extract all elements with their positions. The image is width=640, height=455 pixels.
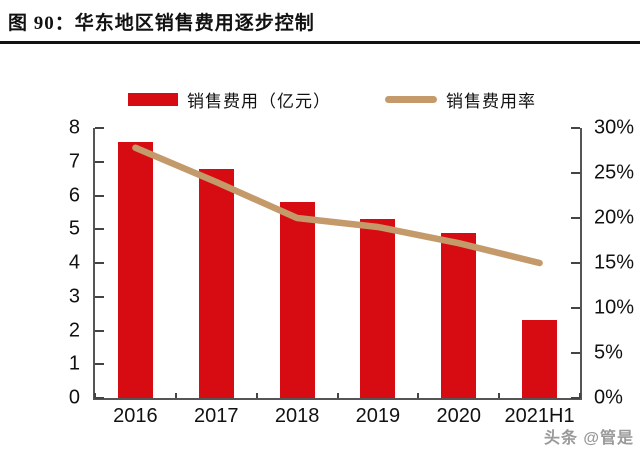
right-axis-label: 30% bbox=[594, 116, 635, 139]
x-axis-label: 2019 bbox=[355, 405, 401, 427]
right-axis-tick bbox=[571, 172, 580, 174]
x-axis-label: 2016 bbox=[113, 405, 158, 427]
right-axis-label: 10% bbox=[594, 296, 635, 319]
bottom-axis bbox=[93, 398, 582, 400]
left-axis-label: 4 bbox=[68, 251, 80, 274]
bar bbox=[279, 202, 315, 398]
left-axis-label: 0 bbox=[68, 386, 80, 409]
left-axis-label: 2 bbox=[68, 319, 80, 341]
left-axis-label: 5 bbox=[68, 217, 80, 240]
x-axis-tick bbox=[579, 393, 581, 398]
left-axis-tick bbox=[95, 397, 104, 399]
left-axis-label: 7 bbox=[68, 150, 80, 173]
x-axis-label: 2021H1 bbox=[504, 405, 575, 427]
left-axis-tick bbox=[95, 160, 104, 163]
left-axis-label: 6 bbox=[68, 184, 80, 206]
x-axis-label: 2020 bbox=[436, 405, 482, 427]
right-axis bbox=[580, 128, 582, 400]
right-axis-label: 25% bbox=[594, 161, 635, 184]
bar-legend-label: 销售费用（亿元） bbox=[187, 92, 331, 111]
right-axis-tick bbox=[571, 127, 580, 129]
bar-legend-swatch bbox=[128, 93, 178, 106]
x-axis-label: 2017 bbox=[194, 405, 239, 427]
left-axis-tick bbox=[95, 228, 104, 231]
left-axis bbox=[93, 128, 95, 400]
watermark: 头条 @管是 bbox=[543, 430, 634, 447]
title-divider bbox=[0, 41, 640, 44]
legend-item-line: 销售费用率 bbox=[385, 87, 536, 112]
left-axis-tick bbox=[95, 127, 104, 129]
right-axis-tick bbox=[571, 397, 580, 399]
line-legend-swatch bbox=[385, 96, 437, 103]
x-axis-tick bbox=[174, 393, 177, 398]
left-axis-tick bbox=[95, 194, 104, 197]
x-axis-tick bbox=[417, 393, 420, 398]
x-axis-tick bbox=[498, 393, 501, 398]
right-axis-tick bbox=[571, 217, 580, 219]
legend-item-bar: 销售费用（亿元） bbox=[128, 87, 331, 112]
bar bbox=[522, 320, 558, 398]
ratio-line bbox=[132, 144, 543, 267]
right-axis-label: 20% bbox=[594, 206, 635, 229]
right-axis-tick bbox=[571, 262, 580, 264]
right-axis-label: 15% bbox=[594, 251, 635, 274]
left-axis-label: 1 bbox=[68, 352, 80, 375]
left-axis-tick bbox=[95, 295, 104, 298]
x-axis-tick bbox=[336, 393, 339, 398]
bar bbox=[360, 219, 396, 398]
right-axis-tick bbox=[571, 352, 580, 354]
chart-title: 图 90：华东地区销售费用逐步控制 bbox=[8, 13, 315, 34]
bar bbox=[117, 141, 153, 398]
right-axis-tick bbox=[571, 307, 580, 309]
right-axis-label: 0% bbox=[594, 386, 623, 409]
bar bbox=[441, 232, 477, 398]
left-axis-tick bbox=[95, 329, 104, 332]
right-axis-label: 5% bbox=[594, 341, 623, 364]
left-axis-label: 3 bbox=[68, 285, 80, 308]
left-axis-tick bbox=[95, 262, 104, 264]
x-axis-label: 2018 bbox=[274, 405, 320, 427]
x-axis-tick bbox=[94, 393, 96, 398]
left-axis-label: 8 bbox=[68, 116, 80, 139]
left-axis-tick bbox=[95, 363, 104, 366]
x-axis-tick bbox=[255, 393, 258, 398]
bar bbox=[198, 168, 234, 398]
line-legend-label: 销售费用率 bbox=[446, 92, 536, 111]
